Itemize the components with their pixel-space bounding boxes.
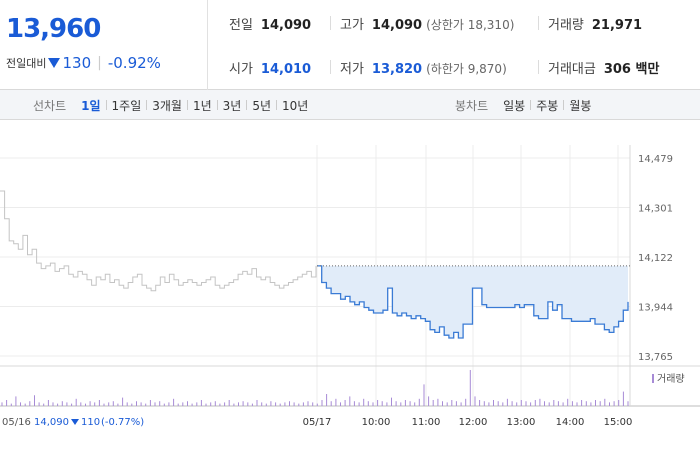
toolbar-divider: [105, 100, 107, 110]
stat-trade-value: 거래대금 306 백만: [548, 58, 659, 77]
prev-day-series: [0, 190, 317, 292]
volume-legend-label: 거래량: [657, 373, 685, 385]
y-tick-label: 13,944: [638, 303, 673, 314]
down-arrow-icon: [48, 58, 61, 68]
period-tab-1[interactable]: 1주일: [111, 98, 142, 113]
today-line: [317, 265, 629, 339]
y-axis-labels: 14,479 14,301 14,122 13,944 13,765: [638, 154, 673, 363]
line-chart-periods: 선차트 1일 1주일 3개월 1년 3년 5년 10년: [33, 90, 313, 120]
toolbar-divider: [530, 100, 532, 110]
candle-tab-2[interactable]: 월봉: [569, 98, 592, 113]
period-tab-5[interactable]: 5년: [252, 98, 272, 113]
toolbar-divider: [216, 100, 218, 110]
stat-label: 저가: [340, 62, 364, 77]
stat-value: 13,820: [371, 62, 423, 77]
stat-value: 21,971: [591, 18, 643, 33]
stat-value: 14,090: [371, 18, 423, 33]
chart-svg: 14,479 14,301 14,122 13,944 13,765 05/16 14,0…: [0, 145, 700, 428]
stat-volume: 거래량 21,971: [548, 14, 642, 33]
down-arrow-icon: [71, 419, 79, 425]
period-tab-2[interactable]: 3개월: [152, 98, 182, 113]
line-chart-label: 선차트: [33, 98, 67, 113]
stat-value: 14,010: [260, 62, 312, 77]
change-separator: |: [97, 55, 102, 71]
divider: [330, 60, 331, 74]
volume-legend-swatch: [652, 374, 654, 383]
stat-value: 14,090: [260, 18, 312, 33]
stat-label: 거래대금: [548, 62, 596, 77]
stat-label: 고가: [340, 18, 364, 33]
period-tab-0[interactable]: 1일: [81, 98, 101, 113]
x-tick-label: 13:00: [507, 417, 536, 428]
x-tick-label: 15:00: [604, 417, 633, 428]
prev-day-line: [0, 190, 317, 292]
y-tick-label: 13,765: [638, 352, 673, 363]
candle-tab-1[interactable]: 주봉: [536, 98, 559, 113]
toolbar-divider: [146, 100, 148, 110]
stat-sub: (하한가 9,870): [426, 62, 507, 76]
divider: [538, 16, 539, 30]
period-tab-3[interactable]: 1년: [192, 98, 212, 113]
change-percent: -0.92%: [107, 54, 161, 72]
change-label: 전일대비: [6, 57, 47, 70]
stat-low: 저가 13,820 (하한가 9,870): [340, 58, 507, 77]
x-tick-label: 05/17: [303, 417, 332, 428]
x-tick-label: 10:00: [362, 417, 391, 428]
prev-day-date: 05/16: [2, 417, 31, 428]
stat-label: 전일: [229, 18, 253, 33]
change-row: 전일대비 130 | -0.92%: [6, 54, 161, 72]
prev-day-change-pct: (-0.77%): [101, 417, 144, 428]
stat-prev-close: 전일 14,090: [229, 14, 311, 33]
stat-sub: (상한가 18,310): [426, 18, 515, 32]
today-series: [317, 265, 629, 339]
stat-label: 시가: [229, 62, 253, 77]
candle-tab-0[interactable]: 일봉: [503, 98, 526, 113]
toolbar-divider: [276, 100, 278, 110]
volume-bars: [1, 370, 629, 406]
stat-value: 306 백만: [603, 62, 660, 77]
divider: [538, 60, 539, 74]
quote-header: 13,960 전일대비 130 | -0.92% 전일 14,090 시가 14…: [0, 0, 700, 90]
current-price: 13,960: [6, 14, 101, 44]
y-tick-label: 14,122: [638, 253, 673, 264]
x-tick-label: 11:00: [412, 417, 441, 428]
y-tick-label: 14,479: [638, 154, 673, 165]
chart-toolbar: 선차트 1일 1주일 3개월 1년 3년 5년 10년 봉차트 일봉 주봉 월봉: [0, 90, 700, 120]
period-tab-4[interactable]: 3년: [222, 98, 242, 113]
x-tick-label: 14:00: [556, 417, 585, 428]
toolbar-divider: [246, 100, 248, 110]
toolbar-divider: [563, 100, 565, 110]
candle-chart-label: 봉차트: [455, 98, 489, 113]
candle-chart-periods: 봉차트 일봉 주봉 월봉: [455, 90, 596, 120]
x-tick-label: 12:00: [459, 417, 488, 428]
change-amount: 130: [62, 54, 92, 72]
toolbar-divider: [186, 100, 188, 110]
price-box: 13,960 전일대비 130 | -0.92%: [0, 0, 208, 90]
divider: [330, 16, 331, 30]
stat-high: 고가 14,090 (상한가 18,310): [340, 14, 514, 33]
period-tab-6[interactable]: 10년: [282, 98, 309, 113]
prev-day-change: 110: [81, 417, 100, 428]
price-chart: 14,479 14,301 14,122 13,944 13,765 05/16 14,0…: [0, 120, 700, 450]
y-tick-label: 14,301: [638, 204, 673, 215]
volume-legend: 거래량: [652, 373, 685, 385]
x-axis-labels: 05/16 14,090 110 (-0.77%) 05/17 10:00 11:00 12:…: [2, 417, 632, 428]
stat-open: 시가 14,010: [229, 58, 311, 77]
prev-day-close: 14,090: [34, 417, 69, 428]
stat-label: 거래량: [548, 18, 584, 33]
